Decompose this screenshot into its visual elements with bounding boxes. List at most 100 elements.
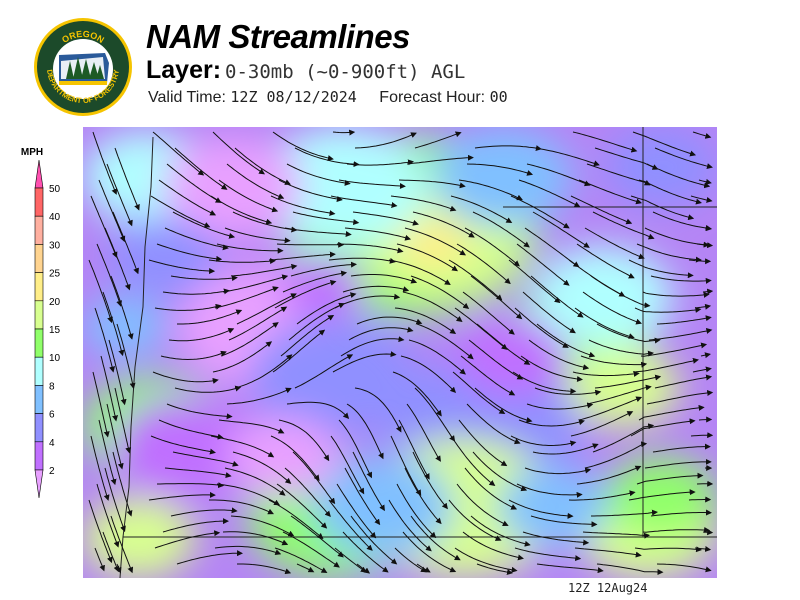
- streamline: [464, 227, 520, 267]
- streamline: [522, 291, 576, 334]
- streamline: [468, 339, 524, 380]
- streamline: [472, 451, 528, 492]
- streamline: [116, 323, 136, 390]
- streamline: [104, 227, 131, 291]
- streamline: [574, 307, 635, 339]
- streamline: [400, 355, 457, 393]
- streamline: [646, 389, 714, 405]
- streamline: [522, 531, 590, 546]
- streamline: [396, 243, 458, 272]
- streamline: [638, 179, 702, 205]
- streamline: [578, 179, 643, 205]
- streamline: [572, 370, 640, 377]
- streamline: [636, 243, 702, 263]
- streamline: [592, 423, 655, 453]
- wind-speed-region: [457, 317, 569, 397]
- streamline: [150, 195, 211, 228]
- streamline: [354, 132, 417, 149]
- streamline: [402, 531, 457, 573]
- streamline: [234, 147, 291, 185]
- streamline: [640, 342, 708, 357]
- streamline: [290, 261, 357, 277]
- streamline: [336, 483, 377, 539]
- streamline: [104, 467, 126, 533]
- streamline: [222, 531, 289, 546]
- streamline: [582, 291, 643, 325]
- streamline: [702, 288, 714, 295]
- streamline: [462, 531, 524, 561]
- streamline: [154, 303, 222, 311]
- streamline: [638, 404, 705, 421]
- forecast-hour-value: 00: [489, 88, 508, 106]
- streamline: [337, 243, 404, 254]
- legend-label: 15: [49, 325, 61, 336]
- streamline: [96, 483, 120, 548]
- streamline: [338, 179, 406, 189]
- streamline: [156, 243, 223, 262]
- streamline: [237, 563, 292, 575]
- wind-speed-region: [433, 127, 573, 227]
- streamline: [88, 259, 113, 324]
- streamline: [518, 419, 585, 427]
- wind-speed-region: [83, 297, 167, 357]
- valid-time-value: 12Z 08/12/2024: [230, 88, 357, 106]
- streamline: [268, 499, 324, 540]
- streamline: [458, 179, 523, 201]
- streamline: [110, 515, 134, 574]
- streamline: [650, 275, 712, 284]
- streamline: [536, 563, 604, 574]
- streamline: [106, 163, 133, 227]
- streamline: [412, 451, 448, 510]
- streamline: [412, 211, 475, 238]
- legend-label: 2: [49, 466, 55, 477]
- streamline: [448, 259, 503, 301]
- streamline: [152, 371, 219, 384]
- legend-label: 10: [49, 353, 61, 364]
- streamline: [332, 351, 397, 373]
- streamline: [632, 357, 699, 373]
- streamline: [694, 545, 712, 552]
- coastline: [119, 136, 154, 578]
- streamline: [294, 147, 360, 168]
- streamline: [90, 195, 118, 259]
- streamline: [450, 435, 496, 487]
- streamline: [174, 147, 228, 190]
- streamline: [164, 227, 229, 251]
- streamline: [452, 371, 506, 415]
- streamline: [115, 563, 122, 574]
- streamline: [408, 339, 466, 375]
- streamline: [224, 467, 286, 496]
- streamline: [350, 274, 418, 284]
- streamline: [90, 435, 110, 501]
- streamline: [586, 384, 652, 405]
- streamline: [226, 387, 292, 405]
- streamline: [106, 403, 124, 470]
- streamline: [280, 314, 335, 357]
- streamline: [172, 211, 236, 239]
- streamline: [698, 178, 712, 185]
- wind-speed-region: [163, 137, 303, 237]
- streamline: [696, 242, 714, 249]
- streamline: [458, 419, 508, 467]
- streamline: [148, 491, 216, 501]
- streamline: [177, 309, 243, 325]
- streamline: [272, 131, 334, 162]
- legend-label: 8: [49, 381, 55, 392]
- streamline: [288, 302, 345, 341]
- streamline: [164, 467, 232, 479]
- streamline: [526, 163, 591, 187]
- streamline: [530, 515, 598, 528]
- streamline: [216, 483, 281, 506]
- streamline: [574, 547, 642, 558]
- streamline: [212, 341, 273, 373]
- wind-speed-region: [605, 127, 717, 207]
- streamline: [406, 403, 441, 462]
- streamline: [688, 496, 712, 503]
- streamline: [636, 472, 704, 485]
- streamline: [692, 366, 712, 373]
- streamline: [342, 531, 389, 573]
- streamline: [88, 499, 113, 564]
- streamline: [404, 227, 467, 256]
- streamline: [157, 482, 225, 489]
- streamline: [388, 259, 451, 286]
